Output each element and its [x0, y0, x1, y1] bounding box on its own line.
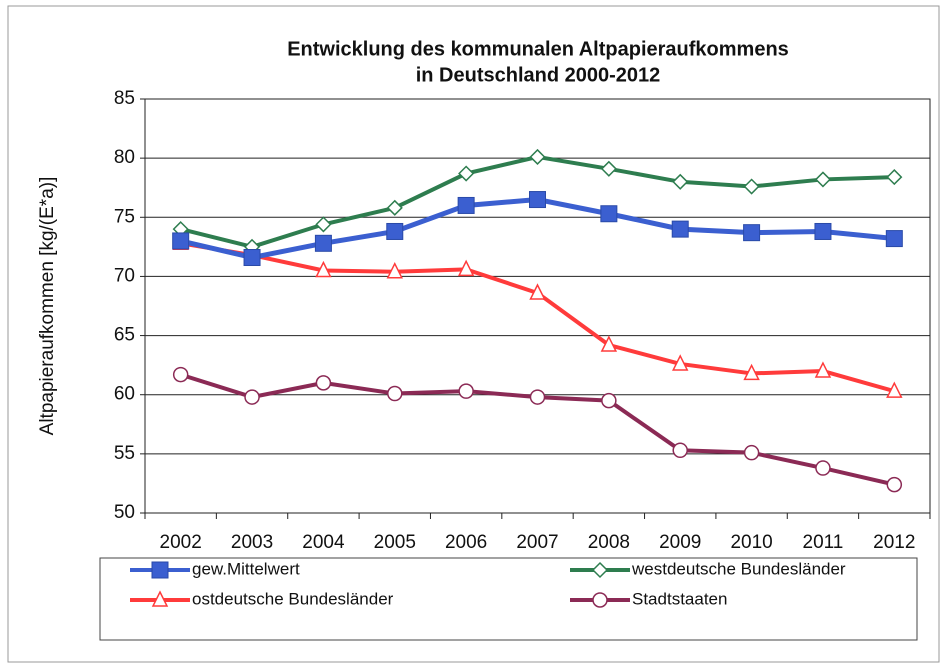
marker — [743, 444, 760, 461]
marker — [672, 442, 688, 459]
x-tick-label: 2003 — [231, 532, 273, 553]
marker — [457, 259, 475, 277]
legend-label: gew.Mittelwert — [192, 559, 300, 578]
marker — [315, 216, 332, 233]
x-tick-label: 2009 — [659, 532, 701, 553]
y-tick-label: 85 — [114, 88, 135, 109]
plot-border — [144, 98, 931, 514]
x-tick-label: 2012 — [873, 532, 915, 553]
marker — [671, 220, 689, 238]
chart-title: Entwicklung des kommunalen Altpapieraufk… — [287, 38, 789, 60]
legend-marker — [151, 561, 169, 579]
marker — [814, 171, 832, 188]
marker — [743, 224, 761, 242]
marker — [743, 363, 760, 381]
marker — [886, 381, 903, 398]
marker — [885, 230, 903, 248]
y-tick-label: 65 — [114, 325, 135, 346]
y-axis-label: Altpapieraufkommen [kg/(E*a)] — [37, 177, 58, 436]
legend-box — [99, 557, 918, 641]
x-tick-label: 2011 — [803, 532, 844, 553]
y-tick-label: 55 — [114, 443, 135, 464]
legend-marker — [151, 590, 169, 607]
marker — [743, 178, 760, 195]
marker — [814, 361, 832, 378]
marker — [458, 165, 475, 182]
x-tick-label: 2006 — [445, 532, 487, 553]
marker — [386, 199, 403, 216]
chart-title: in Deutschland 2000-2012 — [416, 64, 661, 86]
marker — [886, 169, 903, 186]
marker — [244, 389, 260, 405]
x-tick-label: 2005 — [374, 532, 416, 553]
marker — [315, 375, 332, 391]
x-tick-label: 2002 — [160, 532, 202, 553]
x-tick-label: 2010 — [730, 532, 772, 553]
legend-label: westdeutsche Bundesländer — [631, 559, 846, 578]
series-line — [180, 197, 895, 261]
marker — [600, 335, 618, 352]
legend-marker — [591, 561, 609, 579]
marker — [243, 249, 261, 267]
marker — [457, 196, 475, 214]
marker — [886, 476, 903, 493]
series-line — [180, 241, 895, 394]
frame — [7, 5, 940, 663]
marker — [672, 173, 689, 190]
x-tick-label: 2007 — [516, 532, 558, 553]
x-tick-label: 2004 — [302, 532, 345, 553]
marker — [600, 205, 618, 223]
marker — [529, 148, 546, 166]
marker — [172, 366, 189, 383]
marker — [529, 191, 546, 209]
y-tick-label: 60 — [114, 384, 135, 405]
marker — [672, 354, 689, 371]
marker — [814, 222, 832, 240]
marker — [529, 389, 546, 405]
marker — [387, 385, 403, 402]
marker — [815, 460, 831, 476]
legend-label: ostdeutsche Bundesländer — [192, 589, 394, 608]
marker — [601, 392, 617, 409]
legend-label: Stadtstaaten — [632, 589, 727, 608]
y-tick-label: 75 — [114, 206, 135, 227]
marker — [458, 383, 474, 399]
marker — [314, 234, 332, 252]
legend-marker — [592, 592, 608, 608]
marker — [386, 262, 403, 279]
x-tick-label: 2008 — [588, 532, 630, 553]
marker — [315, 260, 332, 278]
y-tick-label: 50 — [114, 502, 135, 523]
marker — [600, 160, 617, 177]
y-tick-label: 80 — [114, 147, 135, 168]
y-tick-label: 70 — [114, 265, 135, 286]
marker — [386, 222, 404, 240]
marker — [172, 232, 190, 250]
marker — [529, 283, 546, 300]
